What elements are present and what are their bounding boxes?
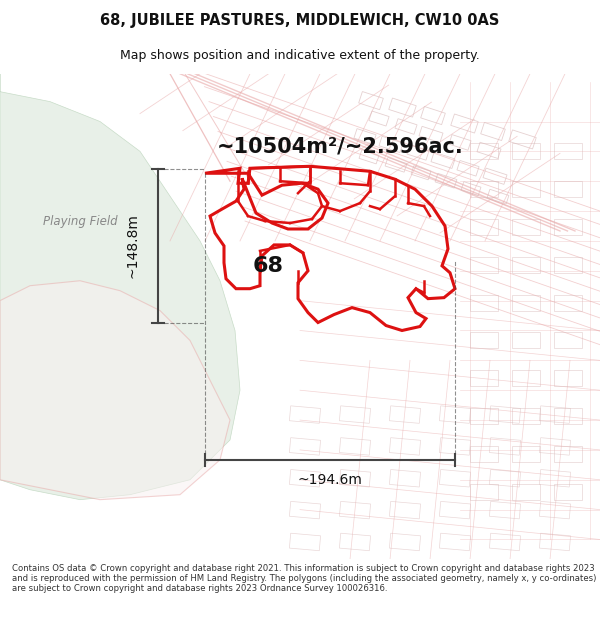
Text: ~194.6m: ~194.6m <box>298 472 362 487</box>
Text: ~148.8m: ~148.8m <box>126 214 140 278</box>
Text: Map shows position and indicative extent of the property.: Map shows position and indicative extent… <box>120 49 480 62</box>
Text: Contains OS data © Crown copyright and database right 2021. This information is : Contains OS data © Crown copyright and d… <box>12 564 596 594</box>
Text: 68: 68 <box>253 256 284 276</box>
Polygon shape <box>0 74 240 499</box>
Text: 68, JUBILEE PASTURES, MIDDLEWICH, CW10 0AS: 68, JUBILEE PASTURES, MIDDLEWICH, CW10 0… <box>100 13 500 28</box>
Polygon shape <box>0 281 230 499</box>
Text: Playing Field: Playing Field <box>43 214 118 228</box>
Text: ~10504m²/~2.596ac.: ~10504m²/~2.596ac. <box>217 136 463 156</box>
